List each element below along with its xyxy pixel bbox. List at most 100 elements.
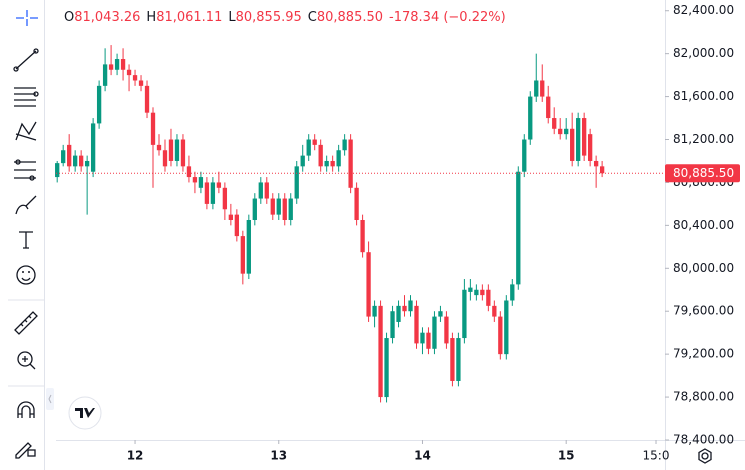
candle-body [300,155,305,167]
candle-body [198,177,204,188]
candle-body [78,155,84,167]
candle-body [204,182,210,204]
crosshair-tool[interactable] [16,10,38,26]
candle-body [234,214,239,237]
candle-body [587,134,593,161]
candle-body [516,171,521,285]
candle-body [599,166,605,174]
candle-body [318,144,323,167]
candle-body [282,198,287,220]
candle-body [264,182,269,199]
candle-body [414,305,419,344]
candle-body [468,287,473,292]
candle-body [474,289,479,296]
candle-body [564,128,569,135]
candle-body [378,305,383,398]
candle-body [593,160,599,167]
candle-body [444,316,449,344]
candle-body [210,182,216,204]
candle-body [492,305,497,317]
ruler-tool[interactable] [14,311,38,335]
candle-body [462,289,467,339]
candle-body [150,112,156,145]
text-tool[interactable] [19,231,33,249]
candle-body [384,338,389,398]
ohlc-value: 80,855.95 [236,10,302,25]
candle-body [438,311,443,317]
x-tick-label: 12 [127,449,144,463]
lock-tool[interactable] [15,442,36,459]
candle-body [576,118,581,161]
candle-body [55,163,60,178]
candle-body [426,332,431,349]
last-price-label: 80,885.50 [673,166,734,180]
candle-body [61,150,66,164]
candle-body [540,80,545,97]
candle-body [156,144,162,151]
candle-body [67,144,72,167]
candle-body [120,59,126,70]
candle-body [396,305,401,322]
candle-body [480,289,485,296]
zoom-tool[interactable] [17,351,36,370]
collapse-button[interactable] [46,388,54,410]
pattern-tool[interactable] [15,121,37,141]
candle-body [114,59,120,70]
y-tick-label: 81,200.00 [673,132,734,146]
candle-body [180,139,186,167]
candle-body [108,64,114,70]
candle-body [246,220,251,274]
magnet-tool[interactable] [17,401,35,418]
candle-body [102,64,108,86]
y-tick-label: 82,000.00 [673,46,734,60]
candle-body [582,118,587,156]
emoji-tool[interactable] [16,265,36,285]
candle-body [84,160,90,167]
candle-body [306,139,311,156]
candle-body [420,332,425,344]
brush-tool[interactable] [15,195,37,215]
candle-body [498,316,503,355]
settings-icon[interactable] [698,448,712,464]
candle-body [408,300,413,312]
y-tick-label: 78,800.00 [673,390,734,404]
x-tick-label: 14 [414,449,431,463]
candle-body [222,187,228,210]
ohlc-key: H [146,10,156,25]
candle-body [558,128,563,135]
candle-body [522,139,527,172]
candle-body [390,311,395,339]
candle-body [288,198,293,220]
candle-body [228,214,234,220]
trendline-tool[interactable] [13,48,39,72]
candle-body [90,123,96,172]
ohlc-legend: O81,043.26 H81,061.11 L80,855.95 C80,885.50… [64,10,506,25]
fib-tool[interactable] [14,87,39,107]
candle-body [216,182,222,188]
tv-logo[interactable] [68,396,102,430]
y-tick-label: 79,600.00 [673,304,734,318]
candle-body [174,139,180,161]
candle-body [372,305,377,317]
candle-body [570,128,575,161]
prediction-tool[interactable] [14,159,36,181]
candle-body [276,198,281,215]
ohlc-key: L [228,10,236,25]
ohlc-value: 80,885.50 [317,10,383,25]
y-tick-label: 82,400.00 [673,3,734,17]
ohlc-value: 81,043.26 [74,10,140,25]
candle-body [342,139,347,151]
candle-body [432,316,437,349]
candle-body [366,252,371,317]
y-tick-label: 78,400.00 [673,433,734,447]
ohlc-change: -178.34 (−0.22%) [389,10,506,25]
candle-body [73,155,78,167]
candle-body [324,160,329,167]
candle-body [330,160,335,167]
x-tick-label: 15:0 [643,449,670,463]
candle-body [486,289,491,306]
x-tick-label: 13 [270,449,287,463]
candle-body [294,166,299,199]
y-tick-label: 80,000.00 [673,261,734,275]
